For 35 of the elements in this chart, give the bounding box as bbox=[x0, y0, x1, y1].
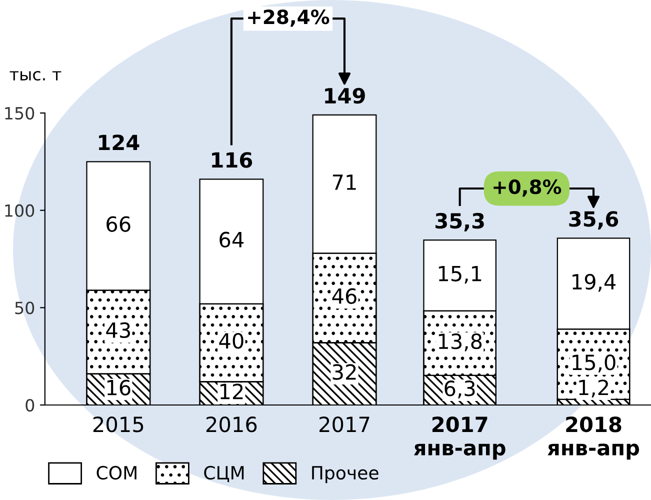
total-label: 149 bbox=[325, 88, 365, 104]
data-label: 15,1 bbox=[438, 266, 482, 284]
total-label: 35,6 bbox=[569, 211, 618, 230]
data-label: 13,8 bbox=[438, 333, 482, 352]
total-label: 116 bbox=[212, 152, 252, 168]
data-label: 6,3 bbox=[444, 380, 475, 398]
legend-label: СОМ bbox=[96, 466, 136, 480]
data-label: 66 bbox=[106, 216, 130, 232]
legend-label: СЦМ bbox=[204, 466, 244, 482]
data-label: 40 bbox=[219, 332, 244, 349]
y-tick-label: 100 bbox=[5, 204, 34, 217]
y-axis-title: тыс. т bbox=[10, 71, 62, 81]
data-label: 43 bbox=[106, 322, 130, 338]
text: +28,4% bbox=[248, 10, 330, 27]
x-tick-label: 2018 янв-апр bbox=[548, 416, 640, 460]
data-label: 19,4 bbox=[572, 274, 616, 292]
data-label: 16 bbox=[107, 380, 130, 396]
x-tick-label: 2016 bbox=[206, 416, 257, 432]
legend-label: Прочее bbox=[312, 466, 378, 484]
data-label: 46 bbox=[332, 288, 356, 304]
y-tick-label: 150 bbox=[5, 106, 34, 120]
data-label: 12 bbox=[220, 384, 243, 400]
x-tick-label: 2015 bbox=[93, 416, 144, 432]
x-tick-label: 2017 bbox=[320, 416, 370, 432]
total-label: 124 bbox=[99, 134, 140, 150]
data-label: 71 bbox=[332, 174, 356, 190]
data-label: 1,2 bbox=[579, 380, 608, 398]
data-label: 32 bbox=[332, 364, 356, 380]
data-label: 64 bbox=[220, 232, 244, 248]
data-label: 15,0 bbox=[572, 354, 616, 372]
text: +0,8% bbox=[494, 179, 562, 197]
y-tick-label: 50 bbox=[15, 302, 34, 314]
total-label: 35,3 bbox=[436, 212, 484, 232]
y-tick-label: 0 bbox=[26, 398, 34, 412]
x-tick-label: 2017 янв-апр bbox=[414, 416, 506, 460]
